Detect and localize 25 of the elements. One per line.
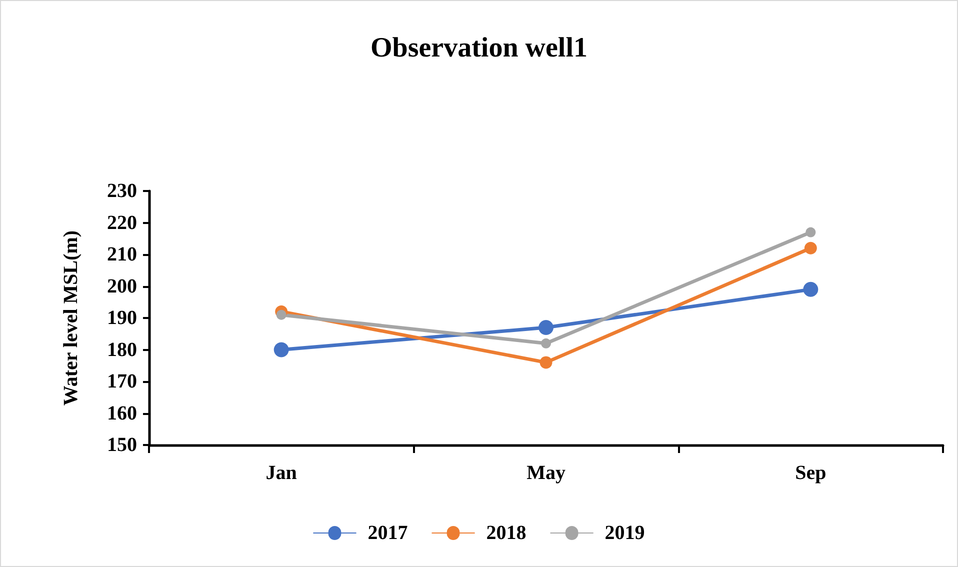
y-tick-label: 150	[107, 434, 137, 456]
y-tick-label: 170	[107, 370, 137, 392]
point	[804, 242, 817, 254]
y-tick-label: 190	[107, 307, 137, 329]
y-axis-title: Water level MSL(m)	[60, 230, 82, 406]
point	[541, 338, 551, 348]
y-tick-label: 230	[107, 180, 137, 202]
y-tick-label: 200	[107, 275, 137, 298]
y-tick-label: 180	[107, 338, 137, 361]
point	[806, 227, 816, 238]
legend-label: 2017	[368, 522, 408, 544]
x-tick-label: Sep	[795, 462, 826, 484]
y-tick-label: 220	[107, 212, 137, 234]
point	[276, 310, 286, 320]
legend-label: 2019	[604, 522, 645, 544]
y-tick-label: 210	[107, 244, 137, 266]
chart-title: Observation well1	[370, 32, 588, 64]
point	[274, 342, 289, 358]
x-tick-label: Jan	[266, 462, 297, 484]
point	[540, 356, 552, 369]
y-tick-label: 160	[107, 402, 137, 424]
x-tick-label: May	[526, 462, 566, 484]
point	[538, 320, 554, 336]
point	[803, 282, 818, 297]
legend-label: 2018	[486, 522, 526, 544]
